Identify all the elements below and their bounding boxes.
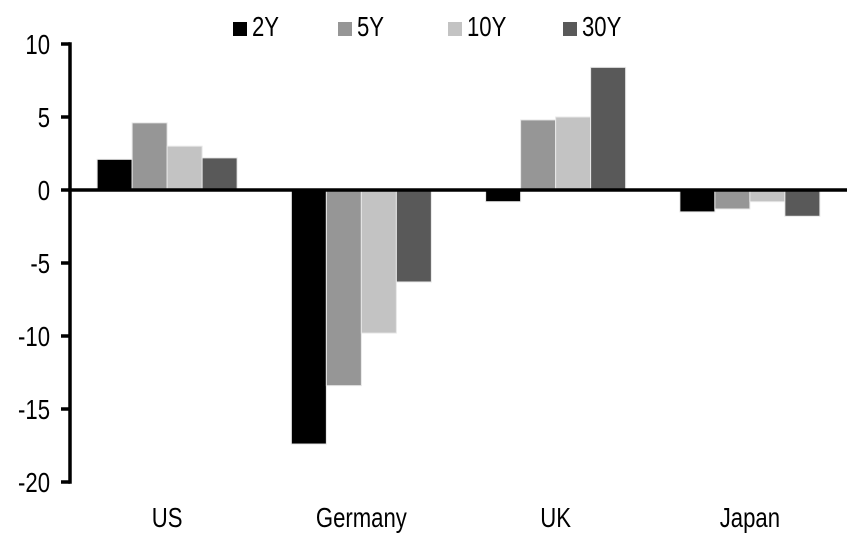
y-tick-label--20: -20 xyxy=(18,468,50,499)
bar-US-5Y xyxy=(131,122,168,191)
y-tick-label-0: 0 xyxy=(38,176,50,207)
legend-label-30Y: 30Y xyxy=(582,12,621,43)
legend-swatch-10Y xyxy=(448,22,462,36)
bar-Japan-30Y xyxy=(784,189,821,217)
y-tick-label--10: -10 xyxy=(18,322,50,353)
legend-label-2Y: 2Y xyxy=(252,12,279,43)
bar-Germany-10Y xyxy=(360,189,397,334)
x-label-US: US xyxy=(152,503,183,534)
y-tick-label-10: 10 xyxy=(25,30,50,61)
legend-item-5Y: 5Y xyxy=(338,12,384,43)
bar-US-2Y xyxy=(96,158,133,191)
legend-label-5Y: 5Y xyxy=(357,12,384,43)
bar-UK-10Y xyxy=(555,116,592,191)
bar-Germany-5Y xyxy=(325,189,362,387)
bar-Japan-10Y xyxy=(749,189,786,203)
bar-UK-5Y xyxy=(520,119,557,191)
legend-item-30Y: 30Y xyxy=(563,12,621,43)
legend-item-10Y: 10Y xyxy=(448,12,506,43)
bar-Germany-2Y xyxy=(290,189,327,445)
legend-swatch-2Y xyxy=(233,22,247,36)
y-tick-label--5: -5 xyxy=(30,249,50,280)
legend-label-10Y: 10Y xyxy=(467,12,506,43)
x-label-Japan: Japan xyxy=(720,503,780,534)
bar-Japan-5Y xyxy=(714,189,751,210)
legend-item-2Y: 2Y xyxy=(233,12,279,43)
bar-US-30Y xyxy=(201,157,238,191)
y-tick-label--15: -15 xyxy=(18,395,50,426)
bar-UK-2Y xyxy=(485,189,522,203)
y-tick-label-5: 5 xyxy=(38,103,50,134)
bar-Japan-2Y xyxy=(679,189,716,213)
legend-swatch-30Y xyxy=(563,22,577,36)
bar-US-10Y xyxy=(166,145,203,191)
bar-UK-30Y xyxy=(590,66,627,191)
x-label-Germany: Germany xyxy=(316,503,407,534)
bar-Germany-30Y xyxy=(395,189,432,283)
legend-swatch-5Y xyxy=(338,22,352,36)
x-label-UK: UK xyxy=(540,503,571,534)
